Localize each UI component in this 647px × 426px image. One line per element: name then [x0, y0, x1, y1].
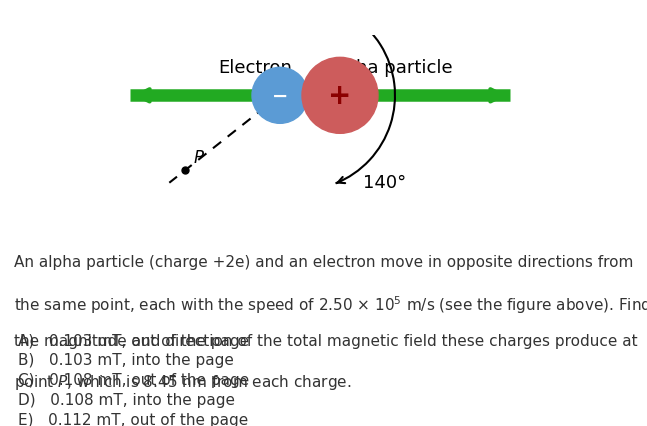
- Ellipse shape: [252, 68, 308, 124]
- Text: Alpha particle: Alpha particle: [327, 59, 453, 77]
- Text: point $P$, which is 8.45 nm from each charge.: point $P$, which is 8.45 nm from each ch…: [14, 372, 351, 391]
- Text: −: −: [272, 86, 288, 106]
- Text: +: +: [328, 82, 352, 110]
- Text: E)   0.112 mT, out of the page: E) 0.112 mT, out of the page: [18, 412, 248, 426]
- Text: Electron: Electron: [218, 59, 292, 77]
- Text: $P$: $P$: [193, 149, 205, 167]
- Text: B)   0.103 mT, into the page: B) 0.103 mT, into the page: [18, 353, 234, 368]
- Text: the same point, each with the speed of 2.50 × 10$^5$ m/s (see the figure above).: the same point, each with the speed of 2…: [14, 294, 647, 315]
- Ellipse shape: [302, 58, 378, 134]
- Text: 140°: 140°: [364, 174, 406, 192]
- Text: C)   0.108 mT, out of the page: C) 0.108 mT, out of the page: [18, 372, 249, 387]
- Text: the magnitude and direction of the total magnetic field these charges produce at: the magnitude and direction of the total…: [14, 333, 638, 348]
- Text: A)   0.103 mT, out of the page: A) 0.103 mT, out of the page: [18, 333, 249, 348]
- Text: An alpha particle (charge +2e) and an electron move in opposite directions from: An alpha particle (charge +2e) and an el…: [14, 254, 633, 269]
- Text: D)   0.108 mT, into the page: D) 0.108 mT, into the page: [18, 392, 235, 407]
